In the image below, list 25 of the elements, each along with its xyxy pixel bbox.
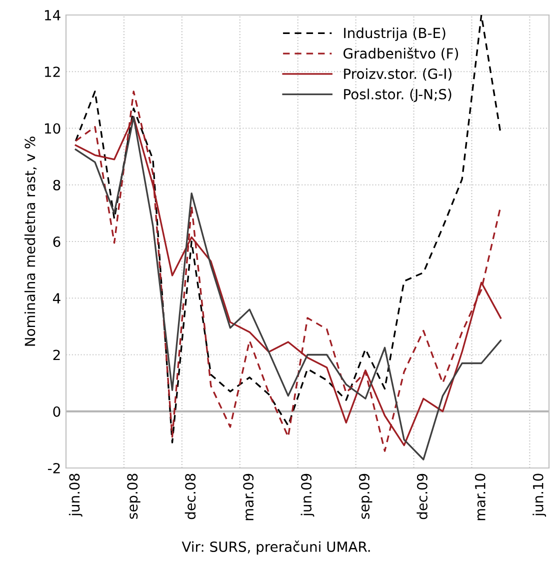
y-tick-label: 10 [44,123,60,134]
y-tick-label: 12 [44,66,60,77]
legend-label: Gradbeništvo (F) [344,47,458,60]
y-tick-label: 14 [44,10,60,20]
x-tick-label: dec.09 [416,474,428,520]
x-tick-label: jun.10 [532,474,546,517]
x-tick-label: jun.09 [300,474,314,517]
x-tick-label: sep.08 [127,474,140,519]
line-series [74,15,502,444]
y-axis-title: Nominalna medletna rast, v % [24,136,37,346]
y-tick-label: 8 [53,180,60,190]
legend-label: Posl.stor. (J-N;S) [344,88,452,102]
y-tick-label: 6 [53,236,60,247]
x-tick-label: jun.08 [68,474,82,517]
y-tick-label: 2 [53,350,60,360]
y-tick-label: 0 [53,406,60,417]
y-tick-label: -2 [48,462,60,474]
x-tick-label: sep.09 [358,474,372,519]
x-tick-label: mar.10 [474,474,486,520]
legend-label: Proizv.stor. (G-I) [344,68,452,81]
x-tick-label: dec.08 [184,474,196,520]
y-tick-label: 4 [52,293,60,304]
legend-label: Industrija (B-E) [344,28,446,41]
x-tick-label: mar.09 [243,474,254,520]
text: Vir: SURS, preračuni UMAR. [182,540,370,555]
